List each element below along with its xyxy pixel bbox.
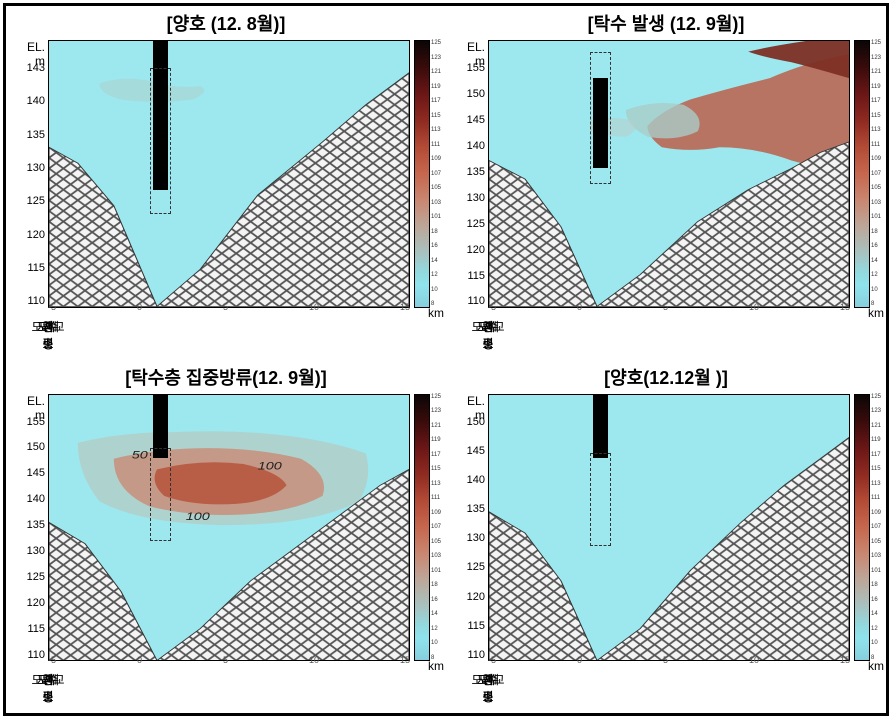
svg-text:100: 100 [186, 510, 210, 522]
panel-title: [양호 (12. 8월)] [6, 6, 446, 40]
y-axis: EL. m150145140135130125120115110 [446, 394, 488, 672]
x-axis: -5051015km마 령중 평댐 축도수 로도연교지례지 동 [488, 671, 886, 713]
cross-section-plot: 50 100 100 [48, 394, 410, 662]
panel-title: [탁수 발생 (12. 9월)] [446, 6, 886, 40]
panel-bl: [탁수층 집중방류(12. 9월)]EL. m15515014514013513… [6, 360, 446, 714]
intake-range-box [150, 68, 172, 214]
colorbar: 1251231211191171151131111091071051031011… [850, 40, 886, 308]
panel-title: [양호(12.12월 )] [446, 360, 886, 394]
panel-title: [탁수층 집중방류(12. 9월)] [6, 360, 446, 394]
colorbar: 1251231211191171151131111091071051031011… [850, 394, 886, 662]
colorbar: 1251231211191171151131111091071051031011… [410, 40, 446, 308]
intake-range-box [150, 448, 172, 541]
y-axis: EL. m143140135130125120115110 [6, 40, 48, 318]
x-axis: -5051015km마 령중 평댐 축도수 로도연교지례지 동 [48, 671, 446, 713]
panel-tr: [탁수 발생 (12. 9월)]EL. m1551501451401351301… [446, 6, 886, 360]
x-axis: -5051015km마 령중 평댐 축도수 로도연교지례지 동 [48, 318, 446, 360]
colorbar: 1251231211191171151131111091071051031011… [410, 394, 446, 662]
cross-section-plot [488, 40, 850, 308]
intake-bar [593, 395, 607, 459]
intake-range-box [590, 52, 612, 185]
figure-grid: [양호 (12. 8월)]EL. m1431401351301251201151… [3, 3, 889, 716]
intake-range-box [590, 453, 612, 546]
y-axis: EL. m155150145140135130125120115110 [446, 40, 488, 318]
x-axis: -5051015km마 령중 평댐 축도수 로도연교지례지 동 [488, 318, 886, 360]
y-axis: EL. m155150145140135130125120115110 [6, 394, 48, 672]
svg-text:50: 50 [132, 449, 148, 461]
svg-text:100: 100 [258, 460, 282, 472]
cross-section-plot [48, 40, 410, 308]
panel-tl: [양호 (12. 8월)]EL. m1431401351301251201151… [6, 6, 446, 360]
cross-section-plot [488, 394, 850, 662]
panel-br: [양호(12.12월 )]EL. m1501451401351301251201… [446, 360, 886, 714]
